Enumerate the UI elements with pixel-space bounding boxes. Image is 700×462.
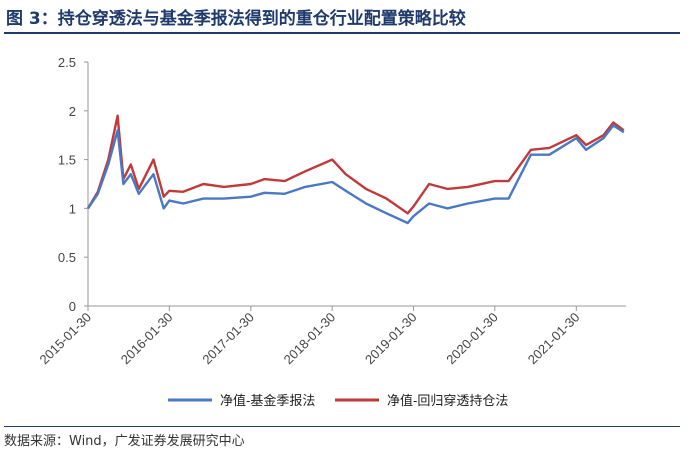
series-line-fund-quarterly bbox=[87, 124, 625, 225]
x-tick-label: 2020-01-30 bbox=[443, 310, 501, 368]
y-tick-label: 1 bbox=[69, 201, 76, 216]
source-note: 数据来源：Wind，广发证券发展研究中心 bbox=[4, 434, 245, 449]
chart-area: 0 0.5 1 1.5 2 2.5 2015-01-30 2016-01-30 2017-01-… bbox=[0, 36, 700, 426]
series-line-holding-penetration bbox=[86, 114, 625, 215]
x-tick-label: 2017-01-30 bbox=[199, 310, 257, 368]
source-divider bbox=[4, 426, 680, 427]
y-tick-label: 2.5 bbox=[58, 55, 76, 70]
x-tick-label: 2021-01-30 bbox=[525, 310, 583, 368]
x-tick-label: 2018-01-30 bbox=[281, 310, 339, 368]
figure-title: 图 3：持仓穿透法与基金季报法得到的重仓行业配置策略比较 bbox=[6, 9, 466, 29]
legend-item-holding-penetration-label: 净值-回归穿透持仓法 bbox=[387, 393, 508, 408]
x-tick-label: 2015-01-30 bbox=[36, 310, 94, 368]
title-divider bbox=[4, 32, 680, 34]
line-chart: 0 0.5 1 1.5 2 2.5 2015-01-30 2016-01-30 2017-01-… bbox=[36, 55, 626, 408]
y-tick-label: 1.5 bbox=[58, 153, 76, 168]
y-tick-label: 0 bbox=[69, 299, 76, 314]
y-tick-label: 0.5 bbox=[58, 250, 76, 265]
x-tick-label: 2016-01-30 bbox=[118, 310, 176, 368]
y-tick-label: 2 bbox=[69, 104, 76, 119]
x-tick-label: 2019-01-30 bbox=[362, 310, 420, 368]
figure-title-bar: 图 3：持仓穿透法与基金季报法得到的重仓行业配置策略比较 bbox=[4, 4, 680, 34]
legend-item-fund-quarterly-label: 净值-基金季报法 bbox=[220, 393, 315, 408]
